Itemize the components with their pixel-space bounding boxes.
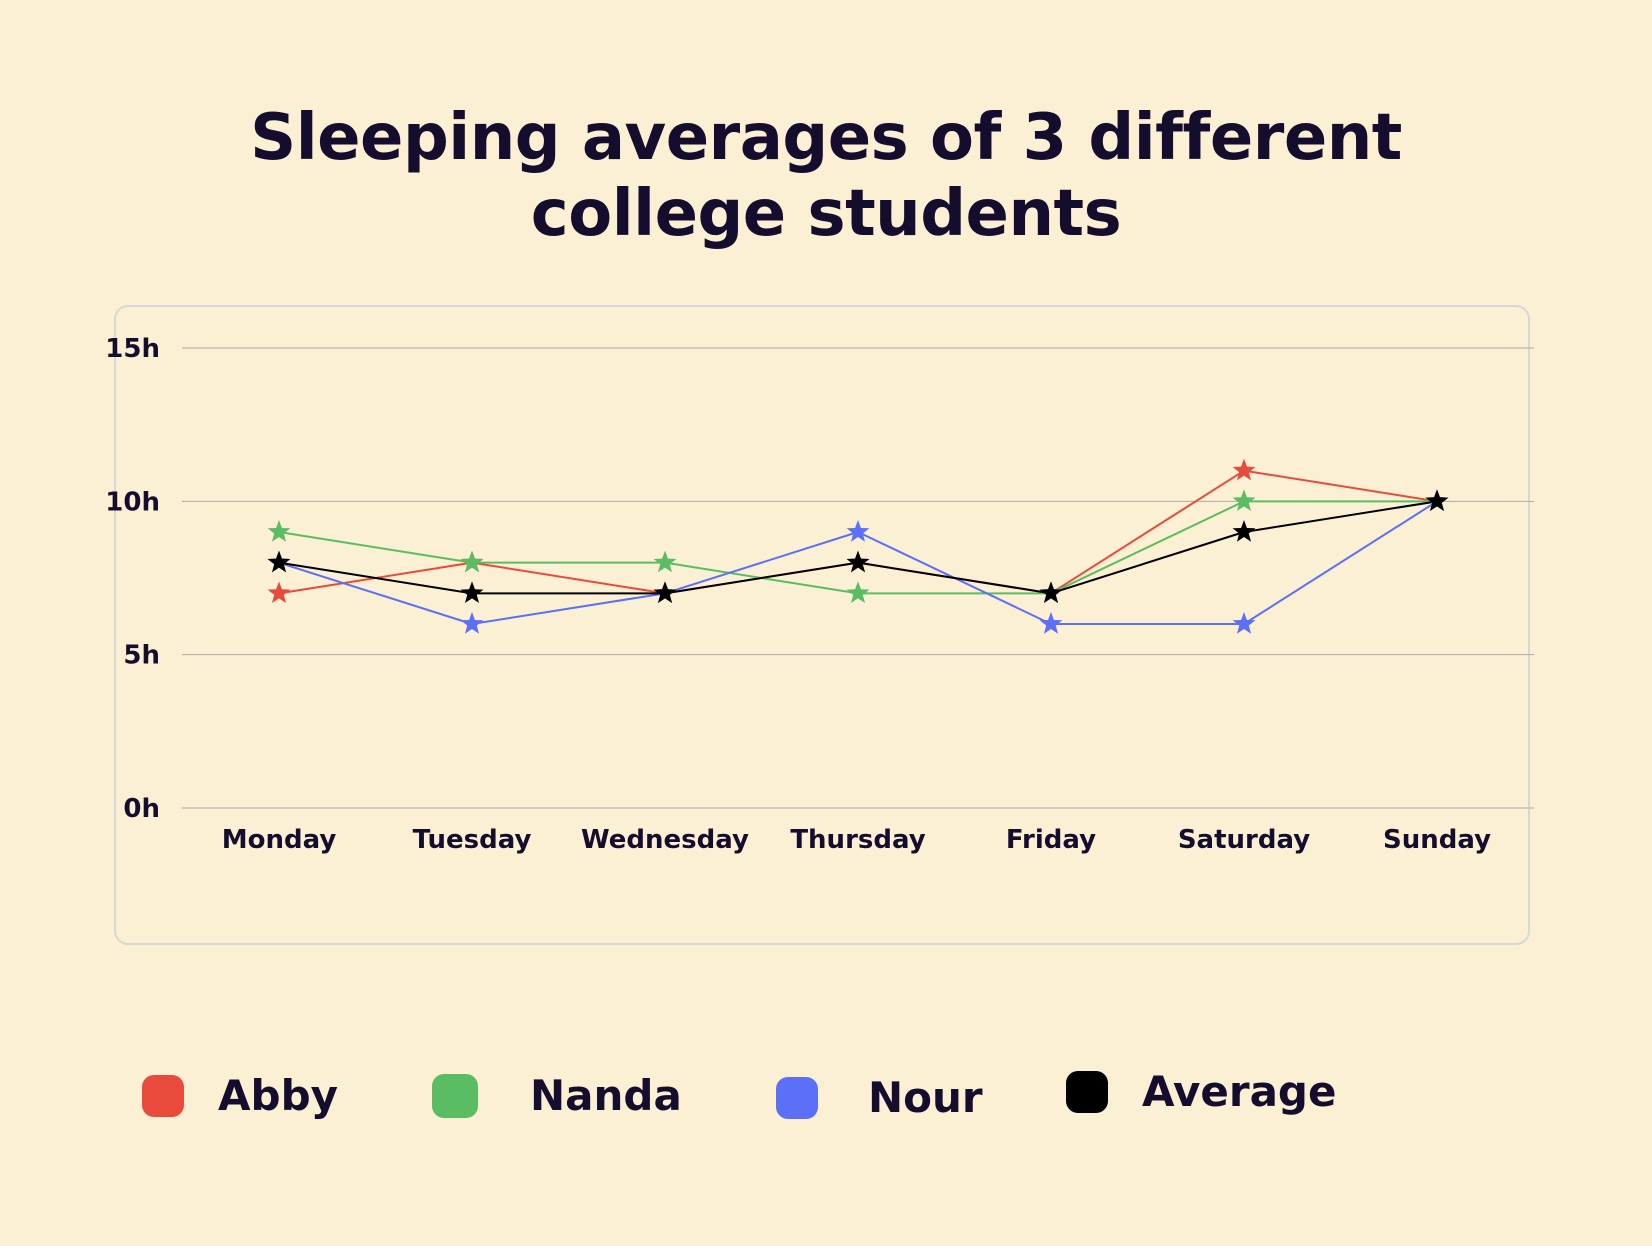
x-tick-label-monday: Monday [222, 825, 337, 855]
point-nour-thursday [846, 520, 870, 542]
legend-item-abby[interactable]: Abby [142, 1071, 338, 1120]
y-tick-label-10h: 10h [105, 487, 160, 517]
legend-swatch-abby [142, 1074, 184, 1117]
series-lines [278, 469, 1438, 625]
point-nanda-thursday [846, 581, 870, 604]
series-line-nanda [278, 500, 1437, 595]
legend-swatch-average [1066, 1070, 1108, 1113]
chart-title-line-1: Sleeping averages of 3 different [250, 101, 1402, 175]
point-average-saturday [1232, 520, 1256, 542]
point-nour-saturday [1232, 612, 1256, 634]
legend-item-nour[interactable]: Nour [776, 1073, 983, 1122]
point-nour-tuesday [460, 612, 484, 634]
point-nour-friday [1039, 612, 1063, 634]
x-tick-label-tuesday: Tuesday [413, 825, 532, 855]
legend-swatch-nour [776, 1076, 818, 1119]
chart-title-line-2: college students [530, 177, 1122, 251]
point-average-wednesday [653, 581, 677, 604]
point-abby-monday [267, 581, 291, 604]
x-tick-label-thursday: Thursday [790, 825, 925, 855]
point-nanda-wednesday [653, 550, 677, 573]
point-abby-saturday [1232, 458, 1256, 481]
x-tick-label-friday: Friday [1006, 825, 1096, 855]
legend-item-nanda[interactable]: Nanda [432, 1071, 682, 1120]
point-nanda-saturday [1232, 489, 1256, 512]
y-tick-label-5h: 5h [123, 641, 160, 671]
legend-label-abby: Abby [218, 1071, 339, 1120]
x-axis-ticks: Monday Tuesday Wednesday Thursday Friday Satu… [222, 825, 1491, 855]
point-average-monday [267, 550, 291, 573]
legend-label-nanda: Nanda [530, 1071, 682, 1120]
chart-panel [114, 305, 1530, 945]
point-average-tuesday [460, 581, 484, 604]
legend-label-average: Average [1142, 1067, 1337, 1116]
grid-lines [182, 347, 1534, 809]
point-average-friday [1039, 581, 1063, 604]
x-tick-label-wednesday: Wednesday [581, 825, 749, 855]
point-average-thursday [846, 550, 870, 573]
y-tick-label-15h: 15h [105, 334, 160, 364]
legend-swatch-nanda [432, 1073, 478, 1118]
y-tick-label-0h: 0h [123, 794, 160, 824]
point-average-sunday [1425, 489, 1449, 512]
y-axis-ticks: 0h 5h 10h 15h [105, 334, 160, 824]
x-tick-label-sunday: Sunday [1383, 825, 1491, 855]
legend-item-average[interactable]: Average [1066, 1067, 1336, 1116]
point-nanda-tuesday [460, 550, 484, 573]
series-line-average [278, 500, 1438, 595]
chart-title: Sleeping averages of 3 different college… [0, 100, 1652, 252]
x-tick-label-saturday: Saturday [1178, 825, 1310, 855]
legend-label-nour: Nour [868, 1073, 983, 1122]
point-nanda-monday [267, 520, 291, 542]
series-markers [267, 458, 1449, 634]
